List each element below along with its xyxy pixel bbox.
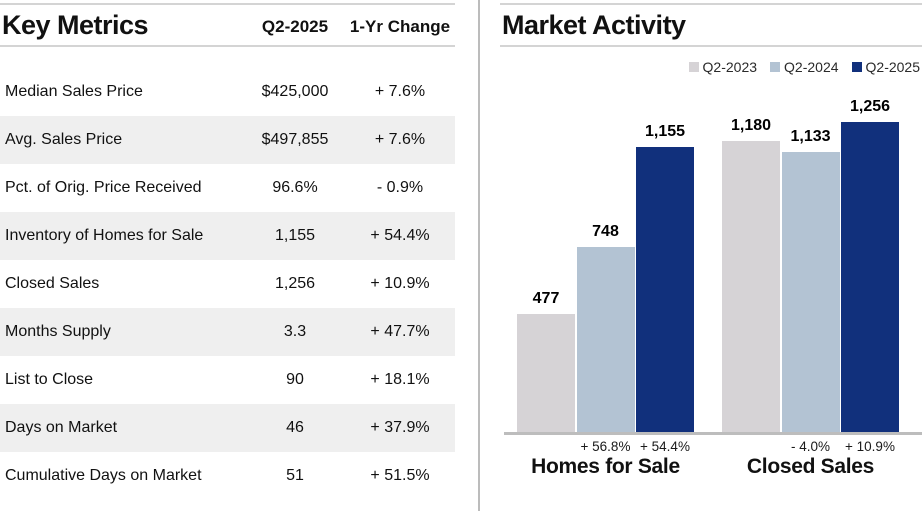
- key-metrics-title: Key Metrics: [2, 9, 149, 40]
- bar-value-label: 1,180: [730, 117, 772, 134]
- metric-change: + 18.1%: [370, 371, 430, 388]
- panel-divider: [478, 0, 480, 511]
- table-row: Cumulative Days on Market 51 + 51.5%: [0, 452, 455, 500]
- bar-q2-2024-homes-for-sale: [576, 247, 635, 432]
- metric-label: Closed Sales: [5, 275, 100, 292]
- metric-change: + 7.6%: [374, 131, 426, 148]
- bar-value-label: 748: [592, 223, 619, 240]
- bar-change-label: + 54.4%: [640, 439, 690, 454]
- key-metrics-panel: Key Metrics Q2-2025 1-Yr Change Median S…: [0, 0, 455, 500]
- bar-value-label: 1,256: [849, 98, 891, 115]
- legend-label: Q2-2025: [865, 59, 920, 75]
- metric-change: + 37.9%: [370, 419, 430, 436]
- metric-label: Pct. of Orig. Price Received: [5, 179, 202, 196]
- legend-swatch-icon: [851, 62, 862, 72]
- legend-item: Q2-2025: [851, 59, 920, 75]
- market-activity-header: Market Activity: [500, 3, 922, 47]
- metric-change: + 47.7%: [370, 323, 430, 340]
- metric-label: Median Sales Price: [5, 83, 143, 100]
- x-axis-line: [504, 432, 922, 435]
- bar-q2-2025-closed-sales: [841, 122, 899, 432]
- metric-value: 1,256: [274, 275, 316, 292]
- table-row: Inventory of Homes for Sale 1,155 + 54.4%: [0, 212, 455, 260]
- category-label: Closed Sales: [746, 455, 875, 478]
- metric-label: Avg. Sales Price: [5, 131, 123, 148]
- bar-q2-2024-closed-sales: [781, 152, 840, 432]
- metric-change: + 7.6%: [374, 83, 426, 100]
- bar-change-label: + 56.8%: [580, 439, 631, 454]
- metric-change: - 0.9%: [376, 179, 424, 196]
- bar-q2-2025-homes-for-sale: [636, 147, 694, 432]
- metric-label: Cumulative Days on Market: [5, 467, 202, 484]
- metric-change: + 51.5%: [370, 467, 430, 484]
- legend-swatch-icon: [688, 62, 699, 72]
- table-row: Median Sales Price $425,000 + 7.6%: [0, 68, 455, 116]
- metric-value: $425,000: [261, 83, 329, 100]
- metric-label: Days on Market: [5, 419, 118, 436]
- metric-label: Inventory of Homes for Sale: [5, 227, 204, 244]
- legend-item: Q2-2023: [688, 59, 758, 75]
- metric-value: 90: [286, 371, 304, 388]
- bar-q2-2023-homes-for-sale: [517, 314, 575, 432]
- metric-value: 3.3: [283, 323, 307, 340]
- metric-label: Months Supply: [5, 323, 111, 340]
- chart-legend: Q2-2023 Q2-2024 Q2-2025: [688, 59, 920, 75]
- table-row: Avg. Sales Price $497,855 + 7.6%: [0, 116, 455, 164]
- market-activity-panel: Market Activity Q2-2023 Q2-2024 Q2-2025 47…: [500, 0, 922, 511]
- bar-change-label: - 4.0%: [790, 439, 831, 454]
- legend-label: Q2-2024: [784, 59, 839, 75]
- bar-value-label: 1,155: [644, 123, 686, 140]
- table-row: Days on Market 46 + 37.9%: [0, 404, 455, 452]
- bar-change-label: + 10.9%: [845, 439, 895, 454]
- legend-item: Q2-2024: [770, 59, 839, 75]
- metric-change: + 54.4%: [370, 227, 430, 244]
- column-header-1yr-change: 1-Yr Change: [349, 17, 451, 36]
- bar-q2-2023-closed-sales: [722, 141, 780, 432]
- metrics-rows: Median Sales Price $425,000 + 7.6% Avg. Sal…: [0, 68, 455, 500]
- table-row: Closed Sales 1,256 + 10.9%: [0, 260, 455, 308]
- column-header-q2-2025: Q2-2025: [261, 17, 329, 36]
- table-row: List to Close 90 + 18.1%: [0, 356, 455, 404]
- bar-value-label: 477: [532, 290, 560, 307]
- metric-change: + 10.9%: [370, 275, 430, 292]
- metric-value: 46: [286, 419, 304, 436]
- metric-value: $497,855: [261, 131, 329, 148]
- legend-swatch-icon: [770, 62, 781, 72]
- metric-label: List to Close: [5, 371, 94, 388]
- table-row: Pct. of Orig. Price Received 96.6% - 0.9%: [0, 164, 455, 212]
- key-metrics-header: Key Metrics Q2-2025 1-Yr Change: [0, 3, 455, 47]
- category-label: Homes for Sale: [531, 455, 680, 478]
- metric-value: 1,155: [274, 227, 316, 244]
- legend-label: Q2-2023: [702, 59, 758, 75]
- metric-value: 51: [286, 467, 304, 484]
- table-row: Months Supply 3.3 + 47.7%: [0, 308, 455, 356]
- market-activity-title: Market Activity: [502, 9, 686, 40]
- bar-chart: 477 748 1,155 1,180 1,133 1,256: [500, 95, 922, 435]
- bar-value-label: 1,133: [790, 128, 831, 145]
- metric-value: 96.6%: [272, 179, 318, 196]
